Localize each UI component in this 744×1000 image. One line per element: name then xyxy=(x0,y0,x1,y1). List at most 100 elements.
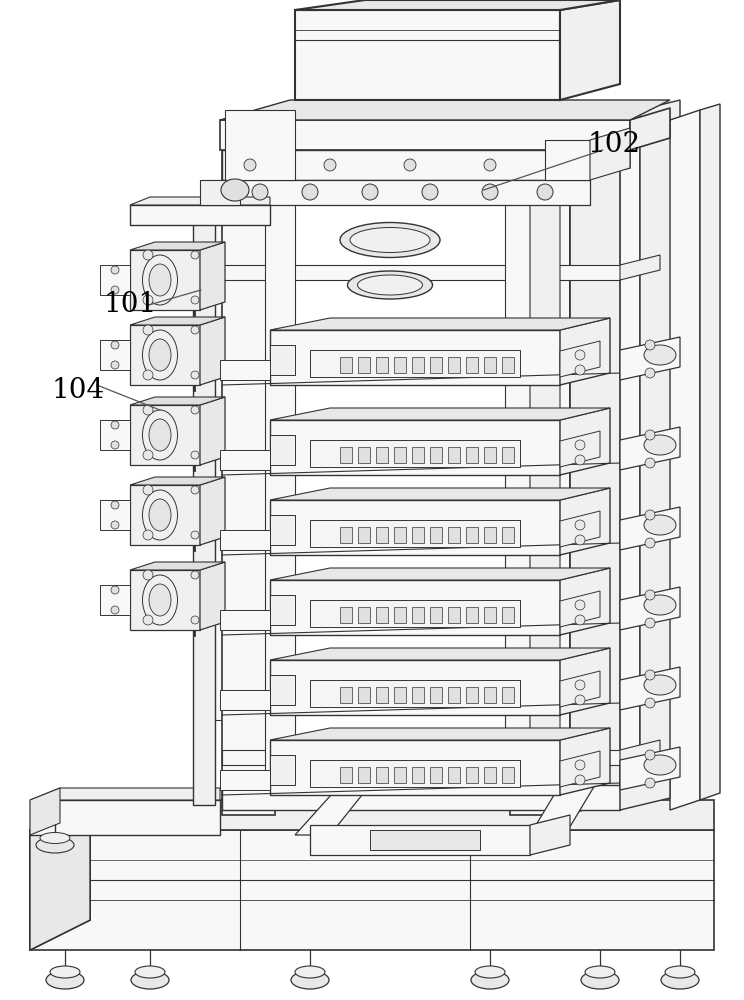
Ellipse shape xyxy=(221,179,249,201)
Bar xyxy=(502,767,514,783)
Polygon shape xyxy=(310,680,520,707)
Polygon shape xyxy=(620,747,680,790)
Polygon shape xyxy=(270,580,560,635)
Circle shape xyxy=(645,430,655,440)
Polygon shape xyxy=(270,755,295,785)
Polygon shape xyxy=(193,210,215,805)
Bar xyxy=(466,447,478,463)
Circle shape xyxy=(645,458,655,468)
Polygon shape xyxy=(270,660,560,715)
Circle shape xyxy=(575,520,585,530)
Polygon shape xyxy=(130,485,200,545)
Ellipse shape xyxy=(46,971,84,989)
Circle shape xyxy=(645,538,655,548)
Polygon shape xyxy=(100,265,130,295)
Polygon shape xyxy=(200,562,225,630)
Bar xyxy=(358,527,370,543)
Polygon shape xyxy=(560,648,610,715)
Bar xyxy=(394,767,406,783)
Circle shape xyxy=(575,760,585,770)
Ellipse shape xyxy=(644,515,676,535)
Circle shape xyxy=(645,368,655,378)
Circle shape xyxy=(575,615,585,625)
Circle shape xyxy=(252,184,268,200)
Circle shape xyxy=(191,326,199,334)
Polygon shape xyxy=(295,0,620,10)
Polygon shape xyxy=(30,800,90,950)
Polygon shape xyxy=(220,360,270,380)
Ellipse shape xyxy=(149,499,171,531)
Ellipse shape xyxy=(143,490,178,540)
Bar xyxy=(358,447,370,463)
Circle shape xyxy=(422,184,438,200)
Ellipse shape xyxy=(585,966,615,978)
Polygon shape xyxy=(130,250,200,310)
Circle shape xyxy=(191,371,199,379)
Circle shape xyxy=(111,441,119,449)
Polygon shape xyxy=(270,728,610,740)
Circle shape xyxy=(143,250,153,260)
Polygon shape xyxy=(630,108,670,150)
Bar xyxy=(430,447,442,463)
Bar xyxy=(340,767,352,783)
Bar xyxy=(394,687,406,703)
Ellipse shape xyxy=(131,971,169,989)
Polygon shape xyxy=(270,515,295,545)
Polygon shape xyxy=(130,317,225,325)
Circle shape xyxy=(191,406,199,414)
Polygon shape xyxy=(560,751,600,787)
Bar xyxy=(484,357,496,373)
Polygon shape xyxy=(130,197,270,205)
Polygon shape xyxy=(200,317,225,385)
Polygon shape xyxy=(30,800,90,950)
Polygon shape xyxy=(295,10,560,100)
Polygon shape xyxy=(270,568,610,580)
Ellipse shape xyxy=(295,966,325,978)
Circle shape xyxy=(645,670,655,680)
Polygon shape xyxy=(220,530,270,550)
Circle shape xyxy=(111,501,119,509)
Ellipse shape xyxy=(340,223,440,257)
Polygon shape xyxy=(560,728,610,795)
Polygon shape xyxy=(560,318,610,385)
Polygon shape xyxy=(270,595,295,625)
Bar xyxy=(394,527,406,543)
Circle shape xyxy=(191,451,199,459)
Polygon shape xyxy=(130,562,225,570)
Circle shape xyxy=(111,341,119,349)
Circle shape xyxy=(111,286,119,294)
Circle shape xyxy=(484,159,496,171)
Polygon shape xyxy=(200,242,225,310)
Text: 104: 104 xyxy=(51,376,105,403)
Ellipse shape xyxy=(135,966,165,978)
Polygon shape xyxy=(130,570,200,630)
Circle shape xyxy=(575,695,585,705)
Circle shape xyxy=(191,296,199,304)
Polygon shape xyxy=(222,785,620,810)
Polygon shape xyxy=(620,740,660,765)
Ellipse shape xyxy=(644,755,676,775)
Circle shape xyxy=(324,159,336,171)
Polygon shape xyxy=(100,340,130,370)
Polygon shape xyxy=(560,431,600,467)
Polygon shape xyxy=(220,120,630,150)
Polygon shape xyxy=(222,265,620,280)
Ellipse shape xyxy=(143,410,178,460)
Bar xyxy=(484,527,496,543)
Bar xyxy=(358,687,370,703)
Ellipse shape xyxy=(475,966,505,978)
Polygon shape xyxy=(270,500,560,555)
Bar xyxy=(412,687,424,703)
Polygon shape xyxy=(200,180,240,205)
Polygon shape xyxy=(560,0,620,100)
Polygon shape xyxy=(620,667,680,710)
Polygon shape xyxy=(200,397,225,465)
Ellipse shape xyxy=(644,675,676,695)
Polygon shape xyxy=(570,115,620,815)
Circle shape xyxy=(191,571,199,579)
Bar xyxy=(376,607,388,623)
Polygon shape xyxy=(100,420,130,450)
Circle shape xyxy=(645,618,655,628)
Ellipse shape xyxy=(50,966,80,978)
Bar xyxy=(448,607,460,623)
